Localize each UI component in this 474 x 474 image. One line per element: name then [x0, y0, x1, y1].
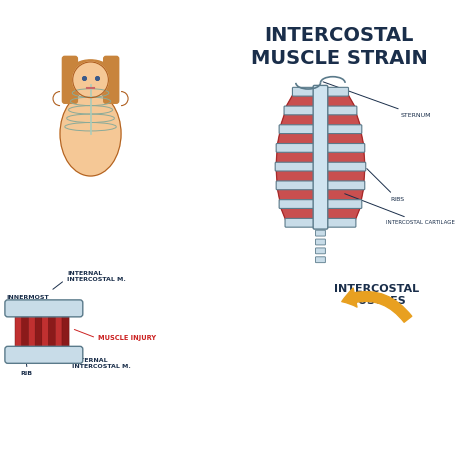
FancyBboxPatch shape	[326, 200, 362, 209]
FancyBboxPatch shape	[276, 181, 316, 190]
Polygon shape	[325, 94, 356, 109]
Polygon shape	[326, 206, 361, 221]
FancyBboxPatch shape	[326, 162, 366, 171]
Circle shape	[73, 62, 109, 98]
Ellipse shape	[60, 91, 121, 176]
FancyBboxPatch shape	[313, 85, 328, 229]
FancyBboxPatch shape	[326, 125, 362, 134]
FancyBboxPatch shape	[5, 300, 83, 317]
FancyBboxPatch shape	[15, 312, 22, 350]
Text: MUSCLE INJURY: MUSCLE INJURY	[98, 335, 155, 341]
FancyBboxPatch shape	[279, 200, 316, 209]
FancyBboxPatch shape	[48, 312, 55, 350]
Text: STERNUM: STERNUM	[323, 82, 431, 118]
Text: INTERCOSTAL CARTILAGE: INTERCOSTAL CARTILAGE	[345, 194, 455, 226]
Polygon shape	[280, 206, 315, 221]
Polygon shape	[327, 169, 365, 183]
FancyBboxPatch shape	[316, 248, 325, 254]
FancyBboxPatch shape	[275, 162, 316, 171]
FancyBboxPatch shape	[42, 312, 49, 350]
FancyBboxPatch shape	[326, 181, 365, 190]
FancyBboxPatch shape	[326, 87, 348, 96]
Polygon shape	[327, 131, 364, 146]
FancyBboxPatch shape	[285, 219, 316, 227]
Polygon shape	[277, 131, 314, 146]
FancyBboxPatch shape	[35, 312, 42, 350]
FancyBboxPatch shape	[292, 87, 316, 96]
FancyBboxPatch shape	[316, 230, 325, 236]
Ellipse shape	[72, 60, 109, 81]
FancyBboxPatch shape	[326, 219, 356, 227]
Text: INTERCOSTAL
MUSCLES: INTERCOSTAL MUSCLES	[334, 284, 419, 306]
FancyBboxPatch shape	[276, 144, 316, 152]
FancyBboxPatch shape	[62, 312, 69, 350]
FancyBboxPatch shape	[104, 56, 118, 103]
Text: EXTERNAL
INTERCOSTAL M.: EXTERNAL INTERCOSTAL M.	[72, 358, 130, 369]
Polygon shape	[280, 112, 315, 127]
Polygon shape	[276, 169, 314, 183]
Text: RIBS: RIBS	[367, 169, 405, 202]
FancyBboxPatch shape	[22, 312, 29, 350]
FancyBboxPatch shape	[316, 257, 325, 263]
Polygon shape	[326, 112, 361, 127]
Text: INTERNAL
INTERCOSTAL M.: INTERNAL INTERCOSTAL M.	[67, 272, 126, 283]
Text: RIB: RIB	[20, 371, 32, 375]
FancyBboxPatch shape	[28, 312, 36, 350]
Polygon shape	[327, 187, 364, 202]
FancyBboxPatch shape	[279, 125, 316, 134]
FancyBboxPatch shape	[63, 56, 77, 103]
Polygon shape	[285, 94, 317, 109]
Text: INNERMOST
INTERCOSTAL M.: INNERMOST INTERCOSTAL M.	[6, 295, 65, 306]
FancyBboxPatch shape	[5, 346, 83, 363]
FancyBboxPatch shape	[284, 106, 316, 115]
FancyBboxPatch shape	[316, 239, 325, 245]
Polygon shape	[276, 150, 314, 164]
Text: INTERCOSTAL: INTERCOSTAL	[264, 26, 414, 45]
Polygon shape	[277, 187, 314, 202]
FancyArrowPatch shape	[342, 288, 412, 322]
FancyBboxPatch shape	[326, 106, 357, 115]
FancyBboxPatch shape	[326, 144, 365, 152]
FancyBboxPatch shape	[55, 312, 63, 350]
Polygon shape	[327, 150, 365, 164]
Text: MUSCLE STRAIN: MUSCLE STRAIN	[251, 49, 428, 68]
